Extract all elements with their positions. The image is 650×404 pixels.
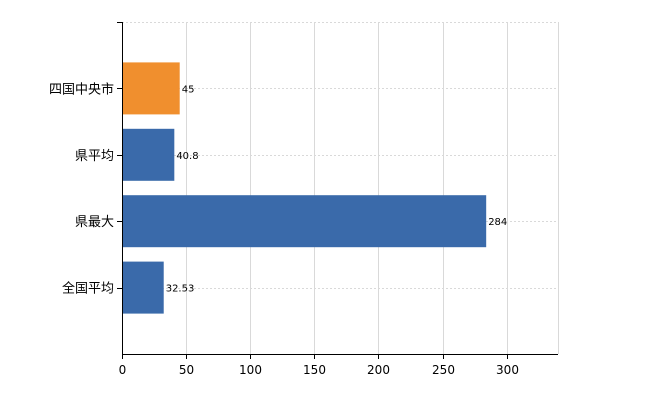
x-tick-label: 100 [239,363,262,377]
labels: 0 50 100 150 200 250 300 四国中央市 45 県平均 40.8 県最大 284 全国… [49,81,519,377]
bar [122,62,180,115]
bars [122,62,487,314]
bar [122,128,175,181]
category-label: 全国平均 [62,281,114,297]
x-tick-label: 250 [432,363,455,377]
grid [122,22,559,354]
x-tick-label: 50 [179,363,194,377]
axes [117,22,558,359]
category-label: 県最大 [75,215,114,230]
category-label: 四国中央市 [49,81,114,97]
bar [122,261,164,314]
x-tick-label: 150 [303,363,326,377]
x-tick-label: 300 [496,363,519,377]
category-label: 県平均 [75,149,114,164]
value-label: 284 [488,217,507,228]
x-tick-label: 0 [119,363,127,377]
x-tick-label: 200 [367,363,390,377]
bar [122,195,487,248]
value-label: 32.53 [166,284,195,295]
value-label: 40.8 [176,151,198,162]
value-label: 45 [182,84,195,95]
